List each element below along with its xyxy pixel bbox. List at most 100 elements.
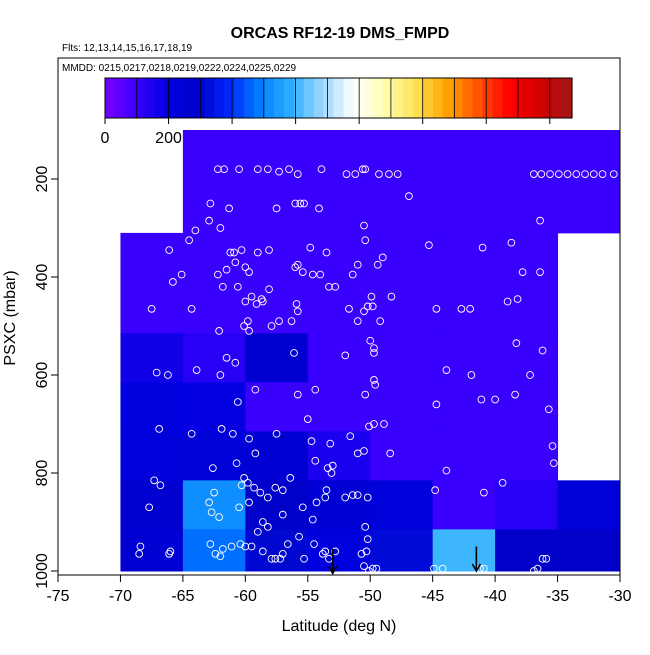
data-point	[361, 165, 370, 174]
data-point	[316, 270, 325, 279]
data-point	[231, 358, 240, 367]
data-point	[145, 503, 154, 512]
data-point	[241, 542, 250, 551]
data-point	[480, 488, 488, 497]
data-point	[233, 282, 242, 291]
heatmap-cell	[557, 130, 621, 234]
data-point	[360, 221, 368, 230]
data-point	[293, 390, 302, 399]
heatmap-cell	[557, 529, 621, 572]
data-point	[430, 564, 438, 573]
colorbar-segment	[422, 78, 434, 118]
data-point	[526, 371, 534, 379]
x-tick-label: -45	[421, 588, 444, 605]
colorbar-segment	[303, 78, 315, 118]
data-point	[206, 540, 215, 548]
data-point	[365, 567, 373, 575]
colorbar-tick-label: 200	[155, 130, 182, 147]
y-tick-label: 400	[34, 264, 51, 291]
data-point	[263, 493, 272, 502]
data-point	[251, 449, 260, 458]
data-point	[370, 344, 378, 352]
data-point	[177, 270, 186, 279]
data-point	[298, 268, 307, 276]
colorbar-segment	[462, 78, 474, 118]
data-point	[293, 170, 302, 178]
heatmap-cell	[182, 232, 246, 334]
data-point	[511, 390, 519, 399]
data-point	[311, 456, 320, 465]
colorbar-segment	[224, 78, 235, 118]
data-point	[263, 165, 272, 174]
data-point	[253, 165, 262, 174]
data-point	[265, 246, 273, 254]
arrow-markers	[328, 546, 482, 576]
data-point	[360, 562, 368, 570]
data-point	[147, 305, 156, 313]
data-point	[371, 380, 380, 389]
colorbar-segment	[134, 78, 146, 118]
data-point	[518, 268, 527, 276]
data-point	[187, 305, 196, 313]
y-tick-label: 800	[34, 460, 51, 487]
data-point	[348, 491, 357, 499]
colorbar-segment	[552, 78, 563, 118]
data-point	[245, 327, 253, 335]
heatmap-cell	[370, 431, 434, 481]
data-point	[226, 248, 235, 257]
arrow-head	[471, 563, 482, 573]
data-point	[216, 371, 225, 379]
data-point	[546, 170, 554, 178]
data-point	[241, 263, 250, 272]
data-point	[286, 474, 295, 482]
data-point	[152, 368, 161, 377]
heatmap-cell	[307, 431, 371, 481]
data-point	[351, 170, 360, 178]
x-axis-label: Latitude (deg N)	[282, 618, 397, 635]
colorbar-segment	[333, 78, 345, 118]
data-point	[169, 278, 177, 286]
x-tick-label: -75	[46, 588, 69, 605]
colorbar-segment	[234, 78, 245, 118]
data-point	[376, 317, 385, 325]
data-point	[327, 469, 336, 477]
data-point	[362, 547, 371, 556]
heatmap-cell	[182, 333, 246, 383]
data-point	[457, 305, 466, 313]
data-point	[321, 493, 330, 502]
data-point	[572, 170, 581, 178]
heatmap-cell	[245, 529, 309, 572]
colorbar-segment	[562, 78, 573, 118]
data-point	[210, 488, 218, 497]
colorbar-segment	[204, 78, 215, 118]
data-point	[205, 498, 213, 507]
x-tick-label: -40	[484, 588, 507, 605]
data-point	[250, 483, 258, 492]
data-point	[155, 425, 164, 433]
data-point	[387, 292, 396, 301]
heatmap-cell	[307, 333, 371, 383]
data-point	[491, 395, 499, 404]
data-point	[322, 486, 331, 495]
data-point	[293, 260, 302, 269]
data-point	[323, 464, 332, 472]
data-point	[231, 258, 240, 267]
data-point	[287, 317, 296, 325]
data-point	[216, 224, 225, 232]
data-point	[372, 564, 381, 573]
data-point	[498, 478, 507, 487]
data-point	[187, 429, 196, 438]
data-point	[258, 518, 267, 526]
heatmap-cell	[182, 382, 246, 432]
heatmap-cell	[370, 480, 434, 530]
data-point	[598, 170, 607, 178]
colorbar-segment	[452, 78, 464, 118]
data-point	[156, 481, 165, 490]
x-tick-label: -30	[608, 588, 631, 605]
data-point	[258, 297, 267, 306]
y-tick-label: 1000	[34, 553, 51, 589]
data-point	[296, 199, 305, 208]
data-point	[542, 554, 551, 563]
colorbar-segment	[403, 78, 414, 118]
